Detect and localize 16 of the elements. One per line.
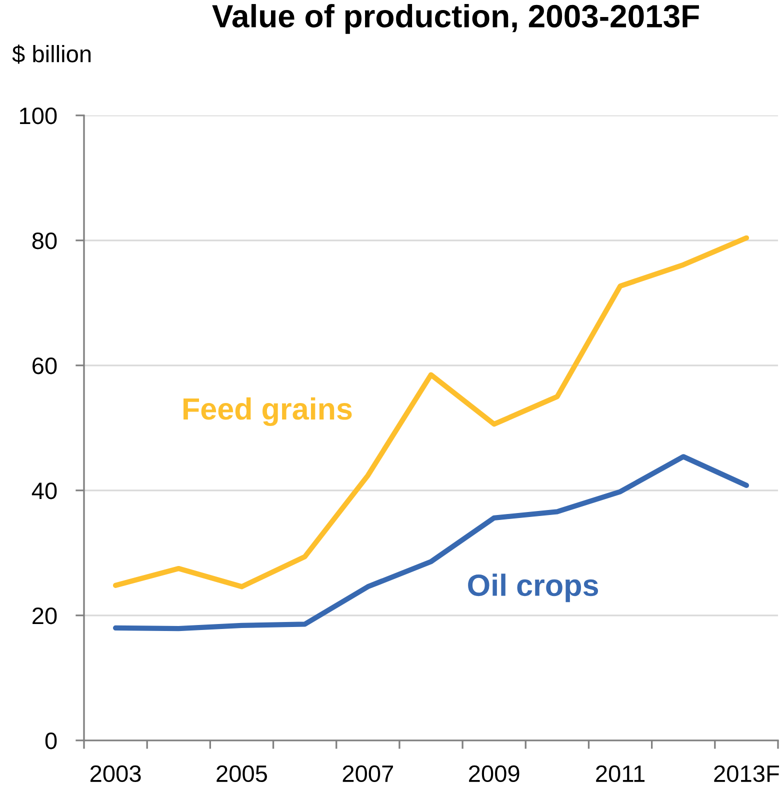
x-tick-label: 2003 [90, 765, 141, 782]
y-tick-label: 40 [32, 482, 57, 500]
y-tick-label: 60 [32, 357, 57, 374]
x-tick-label: 2011 [596, 765, 645, 782]
chart-title: Value of production, 2003-2013F [212, 4, 699, 34]
series-label: Feed grains [184, 397, 352, 426]
y-tick-label: 20 [32, 607, 57, 624]
x-tick-label: 2007 [342, 765, 393, 782]
y-tick-label: 100 [20, 107, 57, 124]
x-tick-label: 2013F [714, 765, 779, 782]
y-tick-label: 0 [45, 732, 57, 750]
y-axis-title: $ billion [12, 44, 91, 64]
x-tick-label: 2005 [216, 765, 268, 782]
y-tick-label: 80 [32, 232, 57, 250]
x-tick-label: 2009 [469, 765, 520, 782]
series-label: Oil crops [468, 574, 598, 602]
